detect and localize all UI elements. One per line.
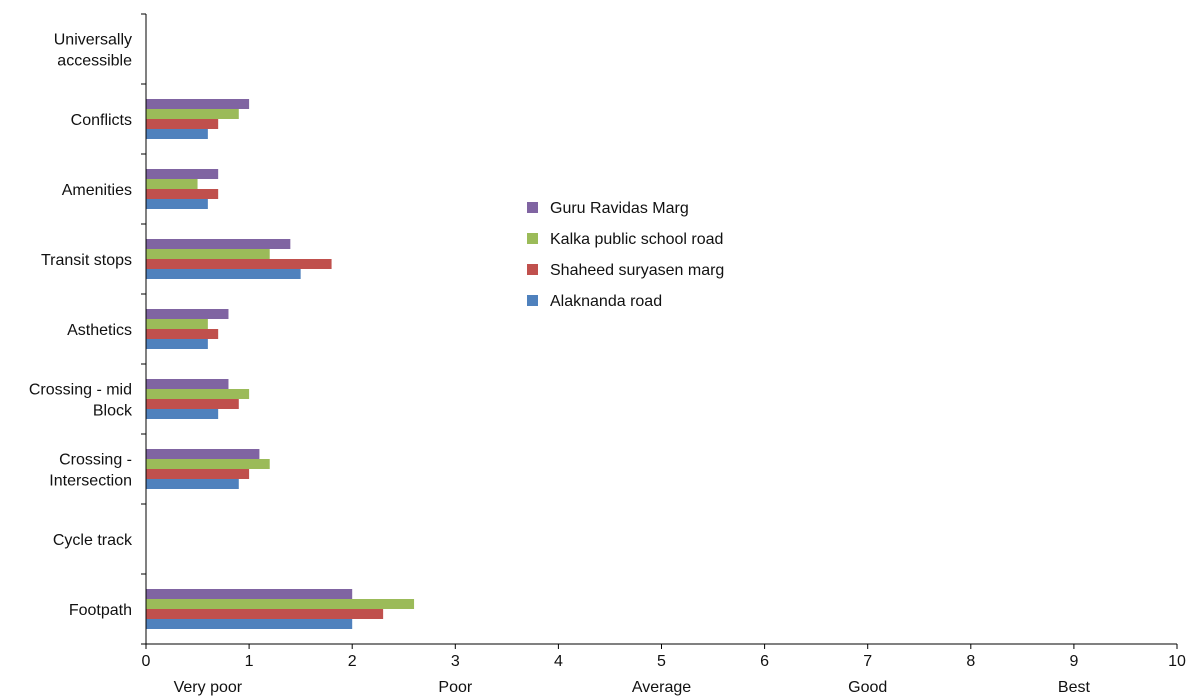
legend-swatch: [527, 202, 538, 213]
x-tick-label: 0: [142, 653, 151, 670]
x-tick-label: 1: [245, 653, 254, 670]
bar: [146, 399, 239, 409]
x-qualitative-labels: Very poor Poor Average Good Best: [174, 679, 1091, 696]
x-tick-label: 10: [1168, 653, 1186, 670]
category-label: Cycle track: [53, 532, 133, 549]
bar: [146, 179, 198, 189]
bar: [146, 129, 208, 139]
bar: [146, 479, 239, 489]
category-labels: Universally accessible Conflicts Amenities T…: [29, 32, 133, 620]
legend-label: Kalka public school road: [550, 231, 723, 248]
bar: [146, 199, 208, 209]
category-label: Amenities: [62, 182, 132, 199]
x-tick-label: 2: [348, 653, 357, 670]
x-tick-labels: 0 1 2 3 4 5 6 7 8 9 10: [142, 653, 1186, 670]
bar: [146, 619, 353, 629]
x-qualitative-label: Poor: [438, 679, 472, 696]
x-tick-label: 7: [863, 653, 872, 670]
bars: [146, 99, 415, 629]
bar: [146, 259, 332, 269]
legend: Guru Ravidas Marg Kalka public school roa…: [527, 200, 724, 310]
bar: [146, 189, 219, 199]
legend-swatch: [527, 264, 538, 275]
bar: [146, 169, 219, 179]
bar: [146, 609, 384, 619]
x-qualitative-label: Good: [848, 679, 887, 696]
bar: [146, 99, 250, 109]
x-tick-label: 6: [760, 653, 769, 670]
category-label: Universally accessible: [54, 32, 132, 70]
bar: [146, 449, 260, 459]
bar: [146, 329, 219, 339]
bar: [146, 319, 208, 329]
bar: [146, 389, 250, 399]
category-label: Transit stops: [41, 252, 132, 269]
bar: [146, 409, 219, 419]
x-qualitative-label: Best: [1058, 679, 1091, 696]
x-tick-label: 8: [966, 653, 975, 670]
x-tick-label: 3: [451, 653, 460, 670]
bar: [146, 249, 270, 259]
legend-swatch: [527, 295, 538, 306]
category-label: Crossing - mid Block: [29, 382, 133, 420]
x-tick-label: 5: [657, 653, 666, 670]
legend-label: Shaheed suryasen marg: [550, 262, 724, 279]
legend-label: Alaknanda road: [550, 293, 662, 310]
x-qualitative-label: Very poor: [174, 679, 243, 696]
bar: [146, 469, 250, 479]
bar: [146, 599, 415, 609]
axes: [141, 13, 1178, 649]
bar: [146, 109, 239, 119]
bar: [146, 239, 291, 249]
bar: [146, 459, 270, 469]
category-label: Crossing -Intersection: [49, 452, 132, 490]
x-tick-label: 4: [554, 653, 563, 670]
bar: [146, 339, 208, 349]
category-label: Asthetics: [67, 322, 132, 339]
bar: [146, 379, 229, 389]
bar: [146, 589, 353, 599]
x-tick-label: 9: [1069, 653, 1078, 670]
bar: [146, 119, 219, 129]
bar: [146, 269, 301, 279]
bar: [146, 309, 229, 319]
legend-label: Guru Ravidas Marg: [550, 200, 689, 217]
category-label: Conflicts: [71, 112, 132, 129]
legend-swatch: [527, 233, 538, 244]
x-qualitative-label: Average: [632, 679, 691, 696]
category-label: Footpath: [69, 602, 132, 619]
